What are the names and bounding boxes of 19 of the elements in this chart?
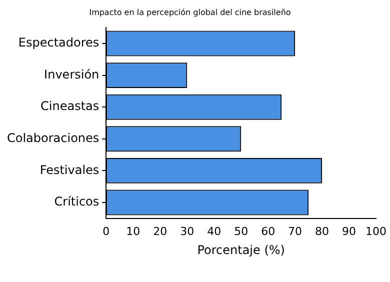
x-tick-label: 100 [366,224,386,238]
x-tick-label: 20 [153,224,168,238]
x-tick-label: 80 [315,224,330,238]
x-tick-label: 40 [207,224,222,238]
x-tick-label: 90 [342,224,356,238]
x-tick-label: 70 [288,224,302,238]
y-tick-label: Festivales [40,162,100,177]
x-tick-label: 50 [234,224,248,238]
x-axis-title: Porcentaje (%) [197,242,285,257]
y-tick-label: Inversión [44,67,100,82]
y-tick-label: Críticos [54,194,100,209]
y-tick-label: Colaboraciones [6,131,100,146]
x-tick-label: 10 [126,224,140,238]
y-tick-label: Cineastas [40,99,100,114]
chart-title: Impacto en la percepción global del cine brasileño [89,8,291,17]
x-tick-label: 60 [261,224,276,238]
x-tick-label: 30 [180,224,194,238]
x-tick-label: 0 [102,224,110,238]
y-tick-label: Espectadores [18,36,100,50]
